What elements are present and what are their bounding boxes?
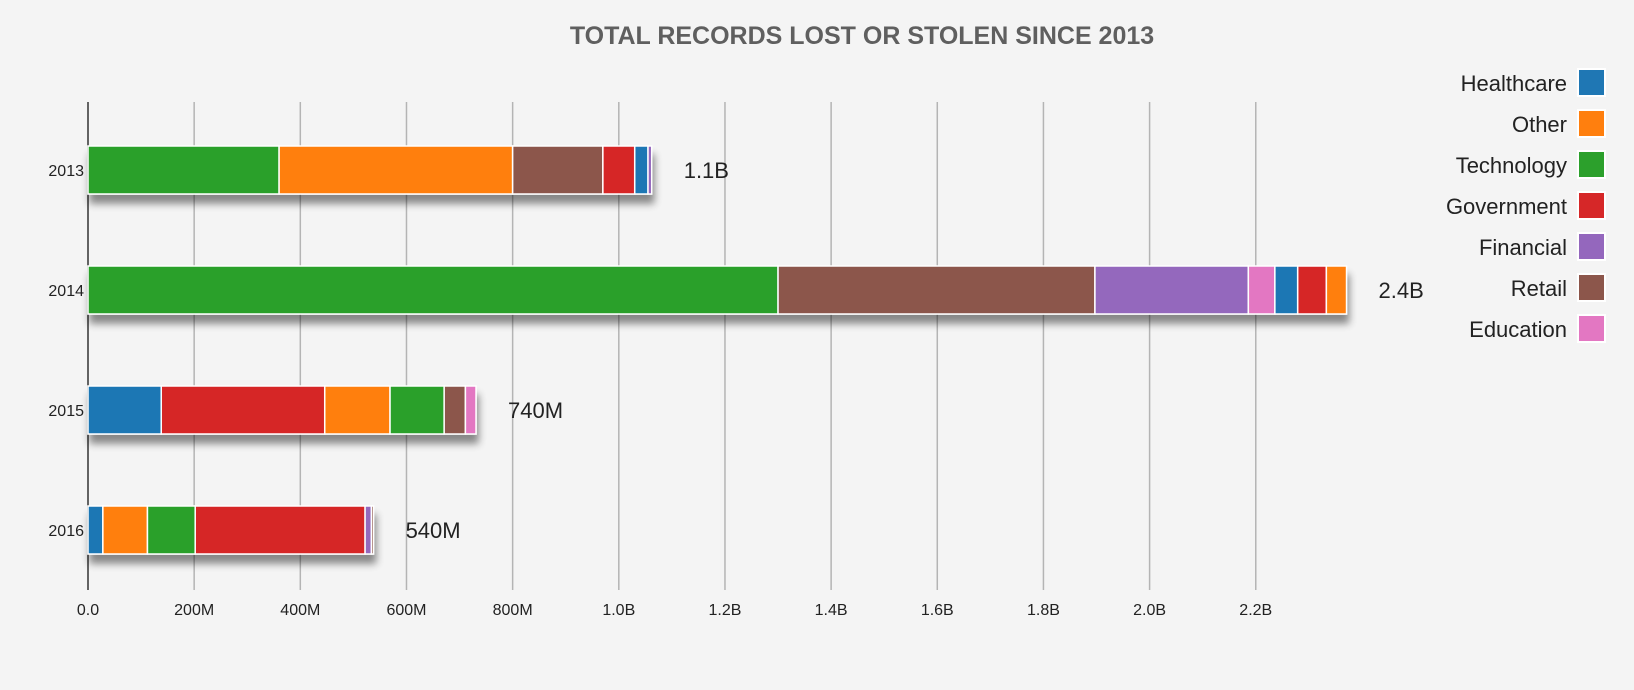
- category-label: 2013: [48, 163, 84, 180]
- legend-swatch: [1577, 109, 1606, 138]
- bar-segment-2015-healthcare[interactable]: [87, 385, 163, 435]
- legend-swatch: [1577, 273, 1606, 302]
- bar-segment-2014-government[interactable]: [1296, 265, 1328, 315]
- bar-segment-2013-government[interactable]: [602, 145, 636, 195]
- legend-item-retail[interactable]: Retail: [1511, 273, 1606, 302]
- legend-item-other[interactable]: Other: [1512, 109, 1606, 138]
- bar-segment-2015-technology[interactable]: [389, 385, 445, 435]
- bar-segment-2016-retail[interactable]: [370, 505, 375, 555]
- bar-segment-2015-education[interactable]: [464, 385, 477, 435]
- total-label: 540M: [406, 518, 461, 543]
- x-tick-label: 1.6B: [921, 602, 954, 619]
- bar-segment-2016-financial[interactable]: [364, 505, 373, 555]
- legend-swatch: [1577, 314, 1606, 343]
- bar-segment-2013-retail[interactable]: [511, 145, 604, 195]
- bar-segment-2014-healthcare[interactable]: [1274, 265, 1299, 315]
- bar-segment-2016-healthcare[interactable]: [87, 505, 104, 555]
- x-tick-label: 1.2B: [709, 602, 742, 619]
- x-tick-label: 0.0: [77, 602, 99, 619]
- bar-segment-2013-financial[interactable]: [647, 145, 653, 195]
- bar-segment-2014-other[interactable]: [1325, 265, 1348, 315]
- bar-segment-2013-other[interactable]: [278, 145, 514, 195]
- legend-swatch: [1577, 68, 1606, 97]
- category-label: 2014: [48, 283, 84, 300]
- x-tick-label: 600M: [386, 602, 426, 619]
- bar-group-2013[interactable]: [87, 145, 653, 195]
- bar-group-2014[interactable]: [87, 265, 1348, 315]
- bar-segment-2014-financial[interactable]: [1094, 265, 1250, 315]
- bar-segment-2015-government[interactable]: [160, 385, 326, 435]
- labels-layer: 0.0 200M 400M 600M 800M 1.0B 1.2B 1.4B 1.6B 1.8B 2…: [48, 158, 1423, 619]
- legend-swatch: [1577, 191, 1606, 220]
- legend-label: Government: [1446, 194, 1567, 219]
- x-tick-label: 800M: [493, 602, 533, 619]
- bar-segment-2016-other[interactable]: [102, 505, 149, 555]
- x-tick-label: 200M: [174, 602, 214, 619]
- legend-label: Financial: [1479, 235, 1567, 260]
- bar-segment-2013-healthcare[interactable]: [633, 145, 649, 195]
- legend-label: Technology: [1456, 153, 1567, 178]
- total-label: 2.4B: [1379, 278, 1424, 303]
- bar-group-2016[interactable]: [87, 505, 375, 555]
- bar-segment-2014-technology[interactable]: [87, 265, 779, 315]
- x-tick-label: 2.2B: [1239, 602, 1272, 619]
- bar-segment-2016-technology[interactable]: [146, 505, 196, 555]
- legend-label: Other: [1512, 112, 1567, 137]
- legend-item-healthcare[interactable]: Healthcare: [1461, 68, 1606, 97]
- legend-item-government[interactable]: Government: [1446, 191, 1606, 220]
- x-tick-label: 1.8B: [1027, 602, 1060, 619]
- bar-segment-2014-education[interactable]: [1247, 265, 1276, 315]
- total-label: 1.1B: [684, 158, 729, 183]
- bar-segment-2015-retail[interactable]: [443, 385, 467, 435]
- bar-segment-2014-retail[interactable]: [777, 265, 1096, 315]
- legend-label: Retail: [1511, 276, 1567, 301]
- legend-item-technology[interactable]: Technology: [1456, 150, 1606, 179]
- bar-segment-2016-government[interactable]: [194, 505, 366, 555]
- x-tick-label: 400M: [280, 602, 320, 619]
- legend-swatch: [1577, 150, 1606, 179]
- x-tick-label: 1.0B: [602, 602, 635, 619]
- bars-layer: [87, 145, 1348, 555]
- legend-item-financial[interactable]: Financial: [1479, 232, 1606, 261]
- x-tick-label: 1.4B: [815, 602, 848, 619]
- legend-label: Education: [1469, 317, 1567, 342]
- total-label: 740M: [508, 398, 563, 423]
- legend-item-education[interactable]: Education: [1469, 314, 1606, 343]
- bar-segment-2015-other[interactable]: [323, 385, 391, 435]
- bar-segment-2013-technology[interactable]: [87, 145, 280, 195]
- legend-label: Healthcare: [1461, 71, 1567, 96]
- category-label: 2016: [48, 523, 84, 540]
- chart-title: TOTAL RECORDS LOST OR STOLEN SINCE 2013: [570, 22, 1154, 50]
- legend[interactable]: Healthcare Other Technology Government Finan…: [1446, 68, 1606, 343]
- bar-group-2015[interactable]: [87, 385, 477, 435]
- x-tick-label: 2.0B: [1133, 602, 1166, 619]
- legend-swatch: [1577, 232, 1606, 261]
- category-label: 2015: [48, 403, 84, 420]
